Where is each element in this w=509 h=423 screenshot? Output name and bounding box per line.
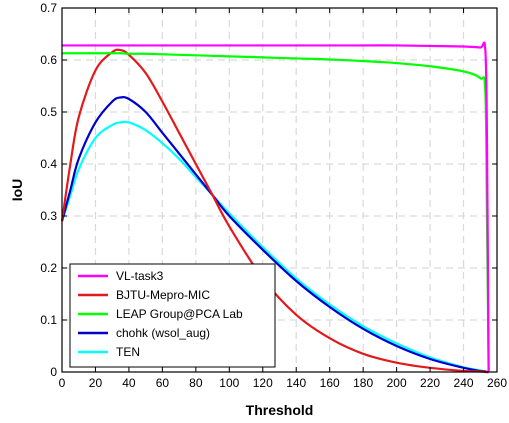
y-tick-label: 0.5 — [40, 105, 57, 119]
legend-label: BJTU-Mepro-MIC — [116, 288, 210, 302]
y-tick-label: 0.7 — [40, 1, 57, 15]
y-tick-label: 0.1 — [40, 313, 57, 327]
legend-box — [69, 263, 276, 368]
series-line-0 — [62, 41, 490, 373]
series-line-3 — [60, 96, 489, 374]
x-tick-label: 120 — [253, 376, 273, 390]
x-tick-label: 160 — [320, 376, 340, 390]
y-tick-label: 0 — [50, 365, 57, 379]
y-tick-label: 0.6 — [40, 53, 57, 67]
series-lines — [60, 41, 490, 374]
legend-label: VL-task3 — [116, 269, 164, 283]
x-tick-label: 140 — [286, 376, 306, 390]
x-axis-label: Threshold — [246, 402, 314, 418]
y-tick-label: 0.2 — [40, 261, 57, 275]
x-tick-label: 40 — [122, 376, 136, 390]
y-axis-label: IoU — [9, 179, 25, 202]
x-tick-label: 220 — [420, 376, 440, 390]
x-tick-label: 60 — [156, 376, 170, 390]
grid-lines — [62, 8, 497, 372]
x-tick-label: 240 — [454, 376, 474, 390]
x-tick-label: 80 — [189, 376, 203, 390]
x-axis-ticks: 0 20 40 60 80 100 120 140 160 180 200 220 240 260 — [59, 8, 507, 390]
x-tick-label: 100 — [219, 376, 239, 390]
x-tick-label: 20 — [89, 376, 103, 390]
x-tick-label: 260 — [487, 376, 507, 390]
y-tick-label: 0.4 — [40, 157, 57, 171]
x-tick-label: 200 — [387, 376, 407, 390]
legend-label: TEN — [116, 345, 140, 359]
legend-label: chohk (wsol_aug) — [116, 326, 210, 340]
y-tick-label: 0.3 — [40, 209, 57, 223]
legend: VL-task3 BJTU-Mepro-MIC LEAP Group@PCA Lab… — [69, 263, 276, 368]
legend-label: LEAP Group@PCA Lab — [116, 307, 243, 321]
series-line-2 — [61, 52, 490, 373]
x-tick-label: 180 — [353, 376, 373, 390]
x-tick-label: 0 — [59, 376, 66, 390]
y-axis-ticks: 0 0.1 0.2 0.3 0.4 0.5 0.6 0.7 — [40, 1, 497, 379]
plot-frame — [61, 7, 498, 373]
